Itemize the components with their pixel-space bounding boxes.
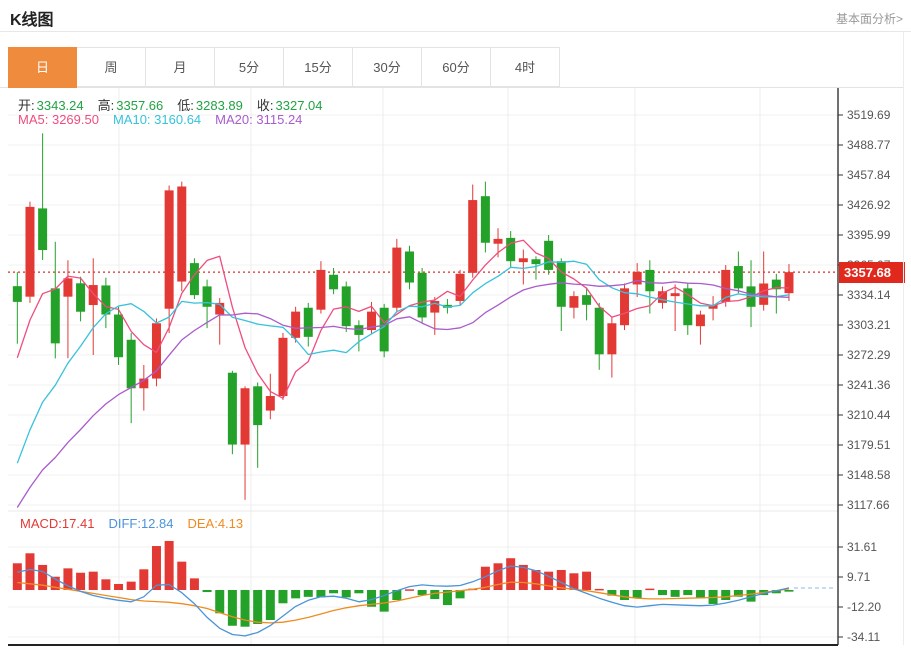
fundamental-analysis-link[interactable]: 基本面分析>: [835, 12, 903, 26]
close-label: 收:: [256, 98, 274, 113]
ma5-label: MA5:: [18, 112, 49, 127]
macd-label: MACD:: [20, 516, 62, 531]
svg-text:3241.36: 3241.36: [847, 378, 891, 392]
ma10-value: 3160.64: [154, 112, 202, 127]
ma20-value: 3115.24: [256, 112, 303, 127]
diff-value: 12.84: [140, 516, 174, 531]
period-tabs: 日周月 5分 15分 30分 60分 4时: [8, 47, 560, 88]
svg-text:3148.58: 3148.58: [847, 468, 891, 482]
page-title: K线图: [10, 12, 54, 29]
svg-text:31.61: 31.61: [847, 540, 877, 554]
ma10-label: MA10:: [112, 112, 151, 127]
close-value: 3327.04: [275, 98, 323, 113]
low-value: 3283.89: [195, 98, 243, 113]
low-label: 低:: [177, 98, 194, 113]
svg-text:3519.69: 3519.69: [847, 108, 891, 122]
tab-period-3[interactable]: 5分: [215, 47, 284, 87]
tab-period-1[interactable]: 周: [77, 47, 146, 87]
svg-text:-34.11: -34.11: [847, 630, 880, 644]
header-divider: [0, 31, 911, 32]
open-value: 3343.24: [36, 98, 84, 113]
current-price-tag: 3357.68: [839, 261, 905, 283]
svg-text:3272.29: 3272.29: [847, 348, 891, 362]
ma5-value: 3269.50: [51, 112, 99, 127]
svg-text:3334.14: 3334.14: [847, 288, 891, 302]
macd-info-row: MACD:17.41 DIFF:12.84 DEA:4.13: [20, 516, 257, 531]
tab-period-0[interactable]: 日: [8, 47, 77, 88]
high-label: 高:: [97, 98, 115, 113]
svg-text:9.71: 9.71: [847, 570, 871, 584]
open-label: 开:: [18, 98, 35, 113]
svg-text:3457.84: 3457.84: [847, 168, 891, 182]
dea-value: 4.13: [217, 516, 244, 531]
svg-text:3426.92: 3426.92: [847, 198, 891, 212]
svg-text:3210.44: 3210.44: [847, 408, 891, 422]
svg-text:3395.99: 3395.99: [847, 228, 891, 242]
macd-value: 17.41: [61, 516, 95, 531]
tab-period-7[interactable]: 4时: [491, 47, 560, 87]
high-value: 3357.66: [116, 98, 164, 113]
svg-text:3488.77: 3488.77: [847, 138, 891, 152]
svg-text:3179.51: 3179.51: [847, 438, 891, 452]
tab-period-6[interactable]: 60分: [422, 47, 491, 87]
svg-text:3303.21: 3303.21: [847, 318, 891, 332]
diff-label: DIFF:: [108, 516, 141, 531]
ma20-label: MA20:: [215, 112, 253, 127]
tab-period-5[interactable]: 30分: [353, 47, 422, 87]
panel-right-border: [903, 32, 904, 645]
tabstrip-baseline: [0, 87, 903, 88]
svg-text:3117.66: 3117.66: [847, 498, 890, 512]
ohlc-info-row: 开: 3343.24 高: 3357.66 低: 3283.89 收: 3327.04: [18, 95, 337, 114]
tab-period-2[interactable]: 月: [146, 47, 215, 87]
dea-label: DEA:: [187, 516, 218, 531]
svg-text:-12.20: -12.20: [847, 600, 881, 614]
ma-info-row: MA5: 3269.50 MA10: 3160.64 MA20: 3115.24: [18, 112, 316, 127]
tab-period-4[interactable]: 15分: [284, 47, 353, 87]
